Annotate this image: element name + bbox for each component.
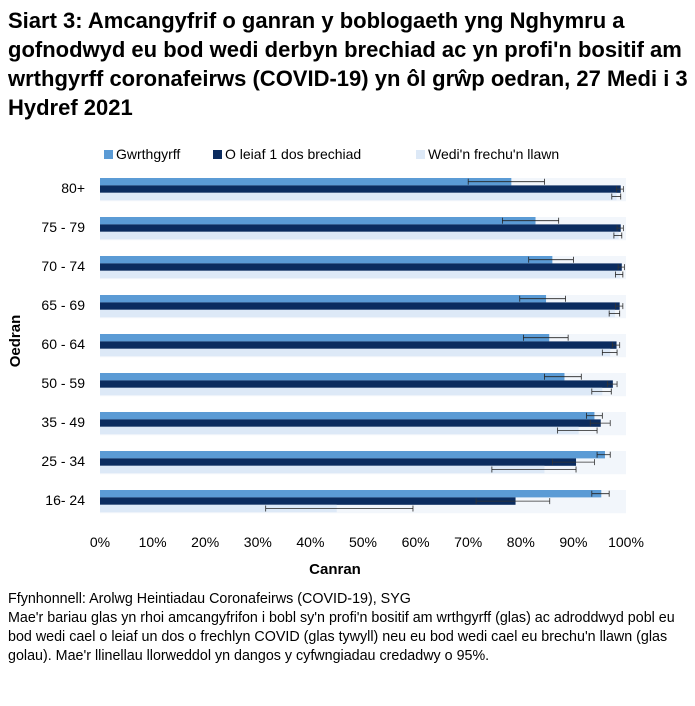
category-label: 75 - 79 (41, 219, 85, 235)
legend-label: Gwrthgyrff (116, 146, 180, 162)
category-label: 70 - 74 (41, 258, 85, 274)
category-label: 35 - 49 (41, 414, 85, 430)
legend-swatch (416, 150, 425, 159)
legend-swatch (213, 150, 222, 159)
source-note: Ffynhonnell: Arolwg Heintiadau Coronafei… (8, 591, 411, 607)
x-tick-label: 60% (402, 534, 430, 550)
bar-2 (100, 387, 603, 396)
bar-2 (100, 231, 619, 240)
bar-1 (100, 419, 601, 427)
x-tick-label: 0% (90, 534, 110, 550)
bar-2 (100, 504, 337, 513)
x-tick-labels: 0% 10% 20% 30% 40% 50% 60% 70% 80% 90% 100% (90, 534, 644, 550)
x-axis-title: Canran (309, 561, 361, 578)
bar-1 (100, 224, 621, 232)
x-tick-label: 80% (507, 534, 535, 550)
bar-1 (100, 458, 577, 466)
bar-2 (100, 465, 545, 474)
chart-title: Siart 3: Amcangyfrif o ganran y boblogae… (8, 8, 688, 120)
bar-chart: Gwrthgyrff O leiaf 1 dos brechiad Wedi'n f… (7, 146, 644, 578)
x-tick-label: 40% (296, 534, 324, 550)
bar-0 (100, 178, 512, 186)
bar-2 (100, 348, 611, 357)
bar-0 (100, 295, 547, 303)
category-labels: 80+ 75 - 79 70 - 74 65 - 69 60 - 64 50 - 59 35… (41, 180, 85, 508)
bars (100, 178, 622, 513)
legend-label: Wedi'n frechu'n llawn (428, 146, 559, 162)
bar-1 (100, 341, 617, 349)
bar-1 (100, 185, 621, 193)
category-label: 50 - 59 (41, 375, 85, 391)
description-note: Mae'r bariau glas yn rhoi amcangyfrifon … (8, 610, 675, 664)
bar-2 (100, 192, 617, 201)
bar-0 (100, 256, 553, 264)
legend-swatch (104, 150, 113, 159)
bar-1 (100, 263, 622, 271)
category-label: 16- 24 (45, 492, 85, 508)
x-tick-label: 90% (559, 534, 587, 550)
category-label: 80+ (61, 180, 85, 196)
x-tick-label: 100% (608, 534, 644, 550)
bar-0 (100, 217, 536, 225)
category-label: 60 - 64 (41, 336, 85, 352)
x-tick-label: 50% (349, 534, 377, 550)
legend-label: O leiaf 1 dos brechiad (225, 146, 361, 162)
bar-0 (100, 451, 605, 459)
bar-2 (100, 309, 615, 318)
bar-0 (100, 334, 550, 342)
category-label: 65 - 69 (41, 297, 85, 313)
bar-1 (100, 302, 620, 310)
bar-1 (100, 497, 516, 505)
y-axis-title: Oedran (7, 315, 24, 368)
bar-0 (100, 373, 565, 381)
chart-notes: Ffynhonnell: Arolwg Heintiadau Coronafei… (8, 590, 688, 666)
x-tick-label: 10% (139, 534, 167, 550)
bar-0 (100, 412, 595, 420)
legend: Gwrthgyrff O leiaf 1 dos brechiad Wedi'n f… (104, 146, 559, 162)
error-bars (265, 178, 625, 512)
category-label: 25 - 34 (41, 453, 85, 469)
x-tick-label: 30% (244, 534, 272, 550)
bar-2 (100, 426, 579, 435)
x-tick-label: 70% (454, 534, 482, 550)
x-tick-label: 20% (191, 534, 219, 550)
bar-1 (100, 380, 613, 388)
bar-0 (100, 490, 602, 498)
bar-2 (100, 270, 621, 279)
